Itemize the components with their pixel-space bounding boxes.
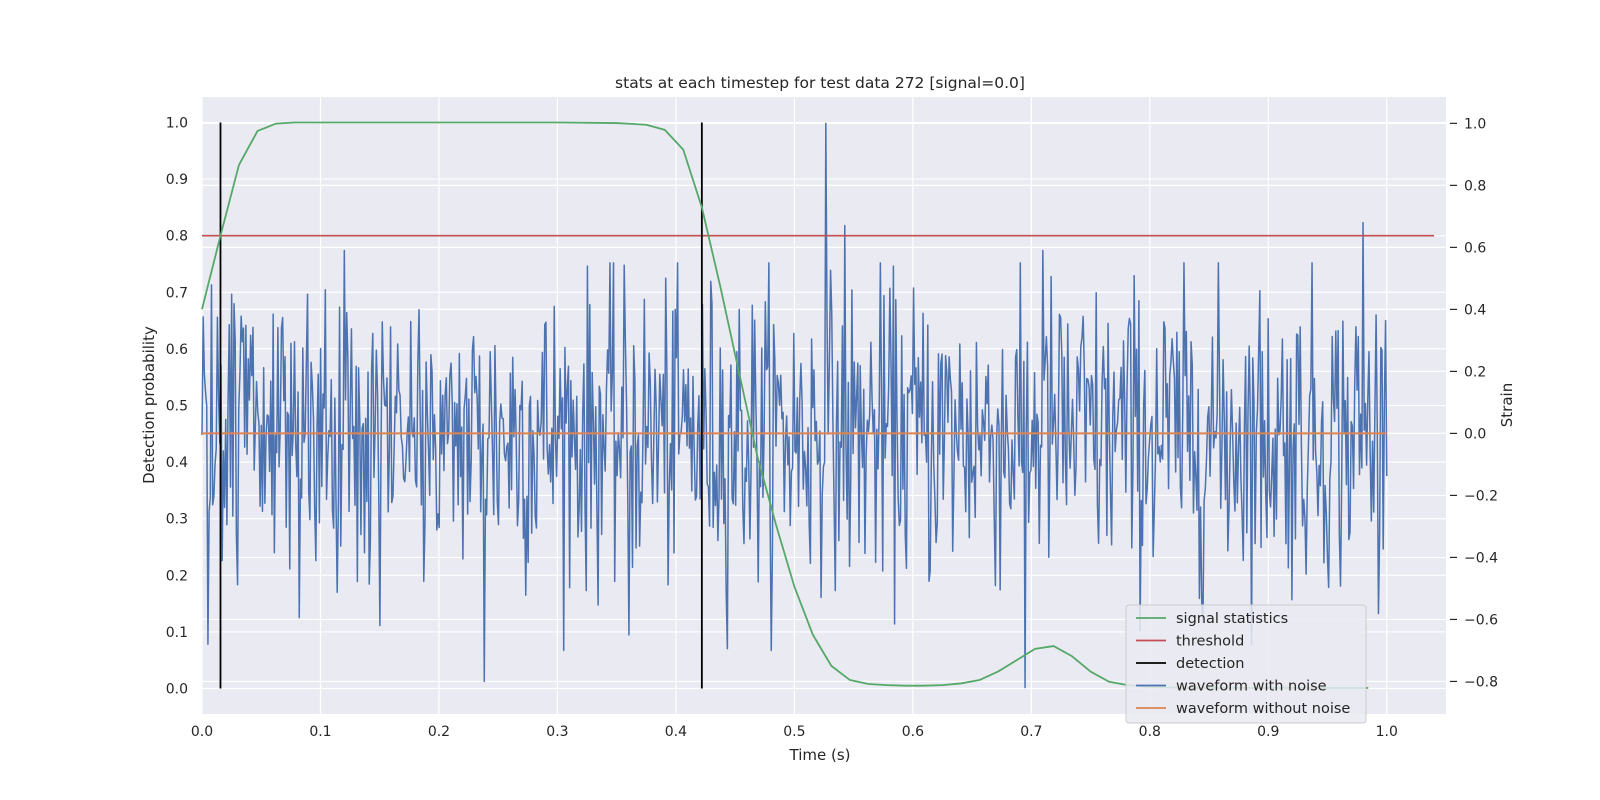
legend-label: waveform with noise	[1176, 679, 1327, 695]
y-tick-label: 0.1	[166, 625, 188, 641]
legend: signal statistics threshold detection wavef…	[1125, 604, 1367, 724]
chart-title: stats at each timestep for test data 272…	[615, 74, 1025, 92]
legend-label: waveform without noise	[1176, 701, 1350, 717]
y2-tick-label: 0.4	[1464, 302, 1486, 318]
x-tick-label: 0.9	[1257, 724, 1279, 740]
x-tick-label: 0.4	[665, 724, 687, 740]
y-tick-label: 0.4	[166, 455, 188, 471]
x-tick-label: 0.8	[1139, 724, 1161, 740]
x-tick-label: 0.3	[546, 724, 568, 740]
x-tick-label: 0.1	[309, 724, 331, 740]
x-tick-label: 0.0	[191, 724, 213, 740]
y-tick-label: 0.9	[166, 172, 188, 188]
x-axis-ticks: 0.0 0.1 0.2 0.3 0.4 0.5 0.6 0.7 0.8 0.9 1.0	[191, 724, 1398, 740]
y-tick-label: 1.0	[166, 115, 188, 131]
y2-tick-label: −0.6	[1464, 612, 1498, 628]
waveform-with-noise-line	[201, 122, 1388, 689]
y-tick-label: 0.0	[166, 682, 188, 698]
y-tick-label: 0.7	[166, 285, 188, 301]
y2-axis-label: Strain	[1498, 383, 1516, 427]
y-tick-label: 0.5	[166, 399, 188, 415]
legend-label: threshold	[1176, 634, 1244, 650]
y2-tick-label: 0.8	[1464, 178, 1486, 194]
x-tick-label: 0.6	[902, 724, 924, 740]
y2-tick-label: 0.0	[1464, 426, 1486, 442]
legend-box	[1125, 604, 1367, 724]
y2-axis-ticks: −0.8 −0.6 −0.4 −0.2 0.0 0.2 0.4 0.6 0.8 1.0	[1450, 116, 1498, 690]
plot-area	[201, 97, 1446, 714]
legend-label: signal statistics	[1176, 611, 1288, 627]
y-tick-label: 0.6	[166, 342, 188, 358]
y2-tick-label: −0.4	[1464, 550, 1498, 566]
y-tick-label: 0.8	[166, 229, 188, 245]
y2-tick-label: −0.8	[1464, 674, 1498, 690]
legend-label: detection	[1176, 656, 1244, 672]
y2-tick-label: −0.2	[1464, 488, 1498, 504]
x-tick-label: 0.2	[428, 724, 450, 740]
y-tick-label: 0.2	[166, 568, 188, 584]
x-axis-label: Time (s)	[789, 746, 851, 764]
y-tick-label: 0.3	[166, 512, 188, 528]
y-axis-ticks: 0.0 0.1 0.2 0.3 0.4 0.5 0.6 0.7 0.8 0.9 1.0	[166, 115, 188, 697]
y-axis-label: Detection probability	[140, 326, 158, 484]
y2-tick-label: 0.2	[1464, 364, 1486, 380]
x-tick-label: 0.7	[1020, 724, 1042, 740]
x-tick-label: 1.0	[1376, 724, 1398, 740]
y2-tick-label: 0.6	[1464, 240, 1486, 256]
y2-tick-label: 1.0	[1464, 116, 1486, 132]
x-tick-label: 0.5	[783, 724, 805, 740]
